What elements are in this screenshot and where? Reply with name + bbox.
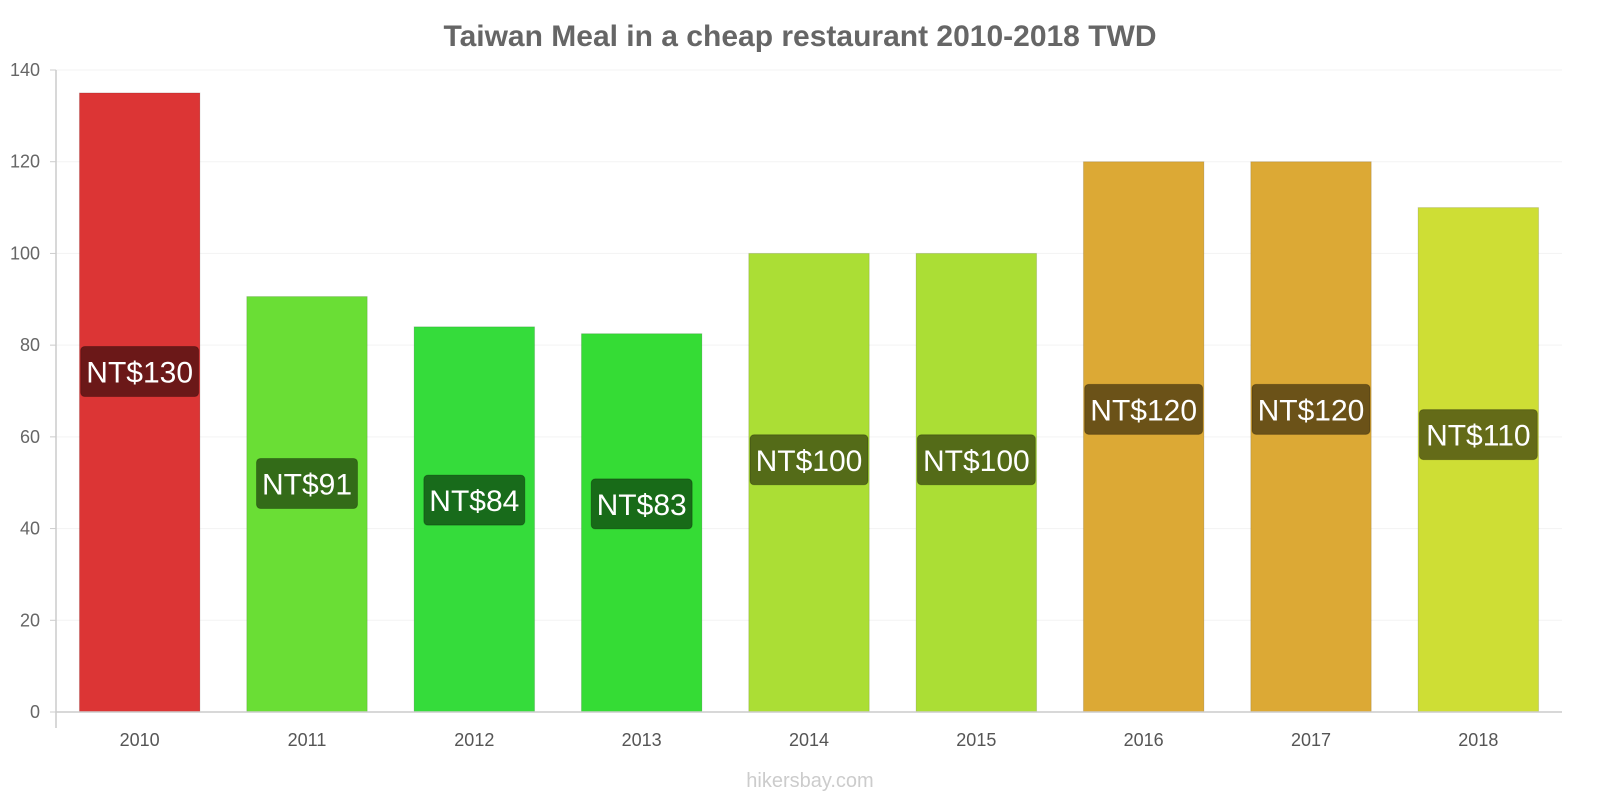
x-tick-label: 2012	[454, 730, 494, 750]
y-tick-label: 100	[10, 243, 40, 263]
data-label-box	[590, 478, 693, 530]
data-label: NT$91	[262, 468, 352, 501]
axes	[55, 70, 1562, 728]
x-tick-label: 2018	[1458, 730, 1498, 750]
x-tick-label: 2011	[288, 730, 327, 750]
data-labels: NT$130 NT$91 NT$84 NT$83 NT$100 NT$100 NT$120 N…	[80, 346, 1538, 530]
x-tick-label: 2014	[789, 730, 829, 750]
data-label-box	[1084, 383, 1204, 435]
data-label: NT$110	[1426, 420, 1531, 453]
bar-2017	[1250, 161, 1372, 713]
data-label: NT$83	[597, 489, 687, 522]
data-label-box	[1418, 409, 1538, 461]
y-axis-ticks: 0 20 40 60 80 100 120 140	[10, 60, 56, 722]
x-tick-label: 2010	[120, 730, 160, 750]
chart-title: Taiwan Meal in a cheap restaurant 2010-2…	[443, 20, 1156, 53]
bar-2018	[1417, 207, 1540, 713]
data-label: NT$84	[429, 485, 519, 518]
y-tick-label: 0	[30, 702, 40, 722]
data-label-box	[1251, 383, 1371, 435]
data-label: NT$130	[86, 357, 193, 390]
data-label: NT$120	[1090, 394, 1197, 427]
data-label: NT$120	[1258, 394, 1365, 427]
data-label-box	[916, 434, 1036, 486]
data-label-box	[749, 434, 869, 486]
bar-2010	[78, 92, 201, 713]
y-tick-label: 60	[20, 427, 40, 447]
data-label-box	[256, 457, 358, 509]
x-tick-label: 2016	[1124, 730, 1164, 750]
bar-2016	[1082, 161, 1205, 713]
x-tick-label: 2017	[1291, 730, 1331, 750]
y-tick-label: 80	[20, 335, 40, 355]
source-watermark: hikersbay.com	[746, 770, 873, 792]
y-tick-label: 140	[10, 60, 40, 80]
x-tick-label: 2015	[956, 730, 996, 750]
x-axis-ticks: 2010 2011 2012 2013 2014 2015 2016 2017 2018	[120, 730, 1499, 750]
data-label-box	[80, 346, 200, 398]
data-label: NT$100	[756, 445, 863, 478]
data-label: NT$100	[923, 445, 1030, 478]
y-tick-label: 40	[20, 519, 40, 539]
data-label-box	[423, 474, 526, 526]
y-tick-label: 120	[10, 152, 40, 172]
x-tick-label: 2013	[622, 730, 662, 750]
y-tick-label: 20	[20, 610, 40, 630]
